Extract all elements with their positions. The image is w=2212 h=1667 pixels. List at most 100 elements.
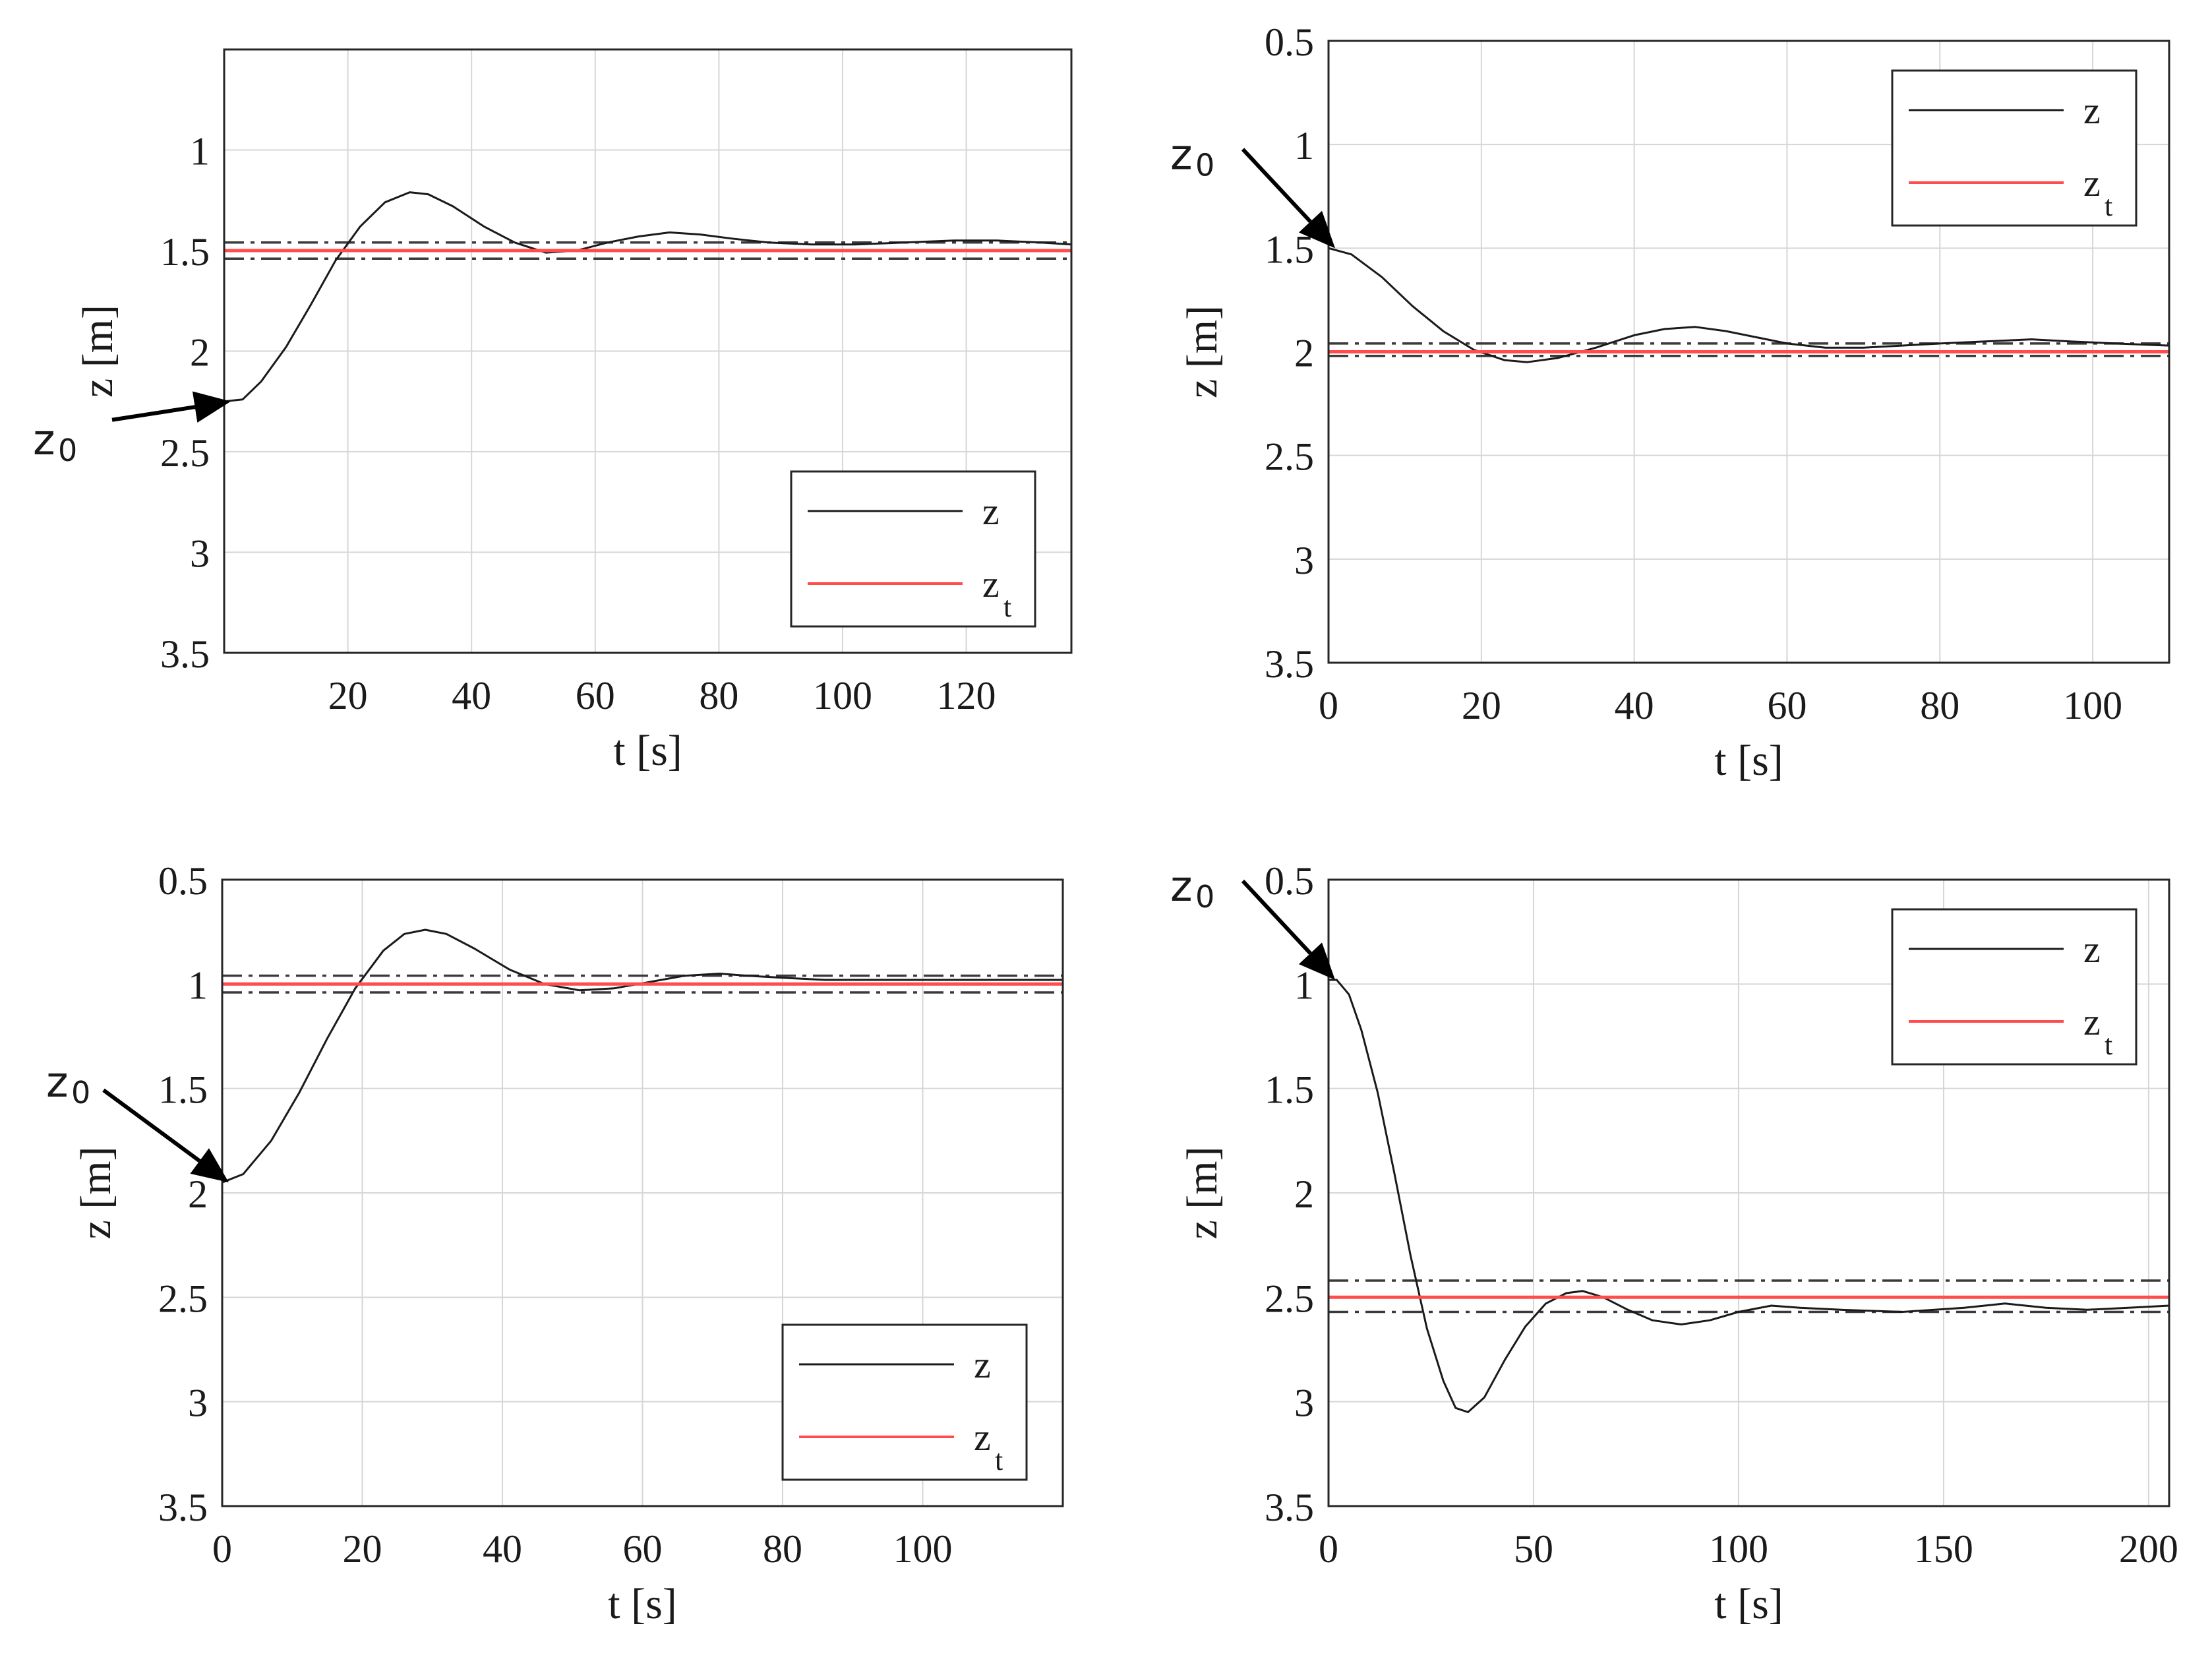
y-axis-label: z [m] [72, 1146, 120, 1239]
x-tick-label: 80 [699, 674, 738, 717]
z0-arrow-head [1298, 210, 1335, 249]
y-tick-label: 2 [188, 1172, 208, 1216]
x-tick-label: 100 [813, 674, 872, 717]
x-axis-label: t [s] [1714, 737, 1783, 785]
legend: zzt [1891, 908, 2137, 1066]
x-tick-label: 200 [2119, 1527, 2178, 1571]
x-tick-label: 100 [893, 1527, 953, 1571]
y-tick-label: 2.5 [1265, 1277, 1314, 1320]
legend-label: z [974, 1416, 991, 1459]
y-tick-label: 1 [188, 963, 208, 1007]
z0-label-sub: 0 [71, 1075, 90, 1110]
y-tick-label: 2.5 [1265, 435, 1314, 479]
legend-label-sub: t [2105, 190, 2112, 222]
x-tick-label: 80 [1920, 684, 1959, 727]
x-tick-label: 0 [1319, 1527, 1338, 1571]
series-line-z [1328, 247, 2170, 363]
z0-label: z [33, 416, 55, 465]
z0-arrow-shaft [1241, 148, 1312, 224]
legend-label: z [2083, 89, 2101, 132]
x-axis-label: t [s] [608, 1580, 676, 1628]
z0-label: z [1170, 863, 1193, 911]
z0-label: z [46, 1058, 69, 1107]
legend-box [790, 470, 1036, 628]
x-tick-label: 40 [483, 1527, 522, 1571]
y-tick-label: 1.5 [158, 1068, 208, 1112]
x-tick-label: 100 [1709, 1527, 1768, 1571]
z0-arrow-head [192, 391, 231, 423]
y-tick-label: 1.5 [160, 230, 210, 274]
x-tick-label: 20 [1462, 684, 1501, 727]
legend: zzt [1891, 69, 2137, 227]
y-axis-label: z [m] [1178, 305, 1226, 398]
x-axis-label: t [s] [613, 727, 682, 775]
legend-label-sub: t [2105, 1029, 2112, 1061]
x-tick-label: 40 [452, 674, 491, 717]
legend-box [1891, 908, 2137, 1066]
legend-box [1891, 69, 2137, 227]
z0-arrow-shaft [1241, 879, 1312, 955]
z0-label-sub: 0 [1195, 147, 1214, 183]
y-tick-label: 2.5 [160, 431, 210, 475]
series-line-z [1329, 979, 2170, 1413]
legend-label: z [974, 1343, 991, 1386]
y-tick-label: 3.5 [160, 632, 210, 676]
z0-arrow-head [1298, 942, 1335, 980]
legend: zzt [781, 1323, 1028, 1481]
x-tick-label: 0 [212, 1527, 232, 1571]
z0-arrow-shaft [102, 1088, 201, 1163]
z0-label-sub: 0 [58, 433, 77, 468]
x-tick-label: 20 [328, 674, 368, 717]
y-tick-label: 3.5 [1265, 642, 1314, 686]
x-axis-label: t [s] [1714, 1580, 1783, 1628]
x-tick-label: 40 [1615, 684, 1654, 727]
legend: zzt [790, 470, 1036, 628]
x-tick-label: 60 [576, 674, 615, 717]
y-tick-label: 3 [188, 1381, 208, 1425]
y-tick-label: 3 [1294, 539, 1314, 582]
y-tick-label: 2 [1294, 1172, 1314, 1216]
y-tick-label: 3.5 [158, 1486, 208, 1529]
y-axis-label: z [m] [74, 305, 122, 398]
legend-box [781, 1323, 1028, 1481]
axes-box [221, 878, 1064, 1507]
legend-label: z [2083, 162, 2101, 204]
y-tick-label: 1.5 [1265, 1068, 1314, 1112]
legend-label-sub: t [995, 1444, 1003, 1476]
y-tick-label: 1 [1294, 963, 1314, 1007]
x-tick-label: 20 [343, 1527, 382, 1571]
y-tick-label: 2 [190, 331, 210, 375]
y-tick-label: 1 [190, 130, 210, 173]
x-tick-label: 150 [1914, 1527, 1973, 1571]
x-tick-label: 120 [937, 674, 996, 717]
x-tick-label: 80 [763, 1527, 802, 1571]
axes-box [1327, 878, 2170, 1507]
legend-label: z [982, 490, 1000, 533]
z0-arrow-head [190, 1148, 229, 1183]
y-tick-label: 2 [1294, 332, 1314, 375]
x-tick-label: 50 [1514, 1527, 1553, 1571]
x-tick-label: 60 [1767, 684, 1807, 727]
z0-label: z [1170, 131, 1193, 179]
y-tick-label: 3 [190, 532, 210, 576]
legend-label: z [2083, 1000, 2101, 1043]
y-tick-label: 2.5 [158, 1277, 208, 1320]
y-tick-label: 3.5 [1265, 1486, 1314, 1529]
legend-label: z [982, 562, 1000, 605]
z0-arrow-shaft [111, 405, 196, 422]
x-tick-label: 60 [623, 1527, 663, 1571]
legend-label: z [2083, 928, 2101, 971]
y-tick-label: 0.5 [158, 859, 208, 903]
x-tick-label: 100 [2063, 684, 2122, 727]
legend-label-sub: t [1003, 591, 1011, 623]
y-tick-label: 0.5 [1265, 20, 1314, 64]
